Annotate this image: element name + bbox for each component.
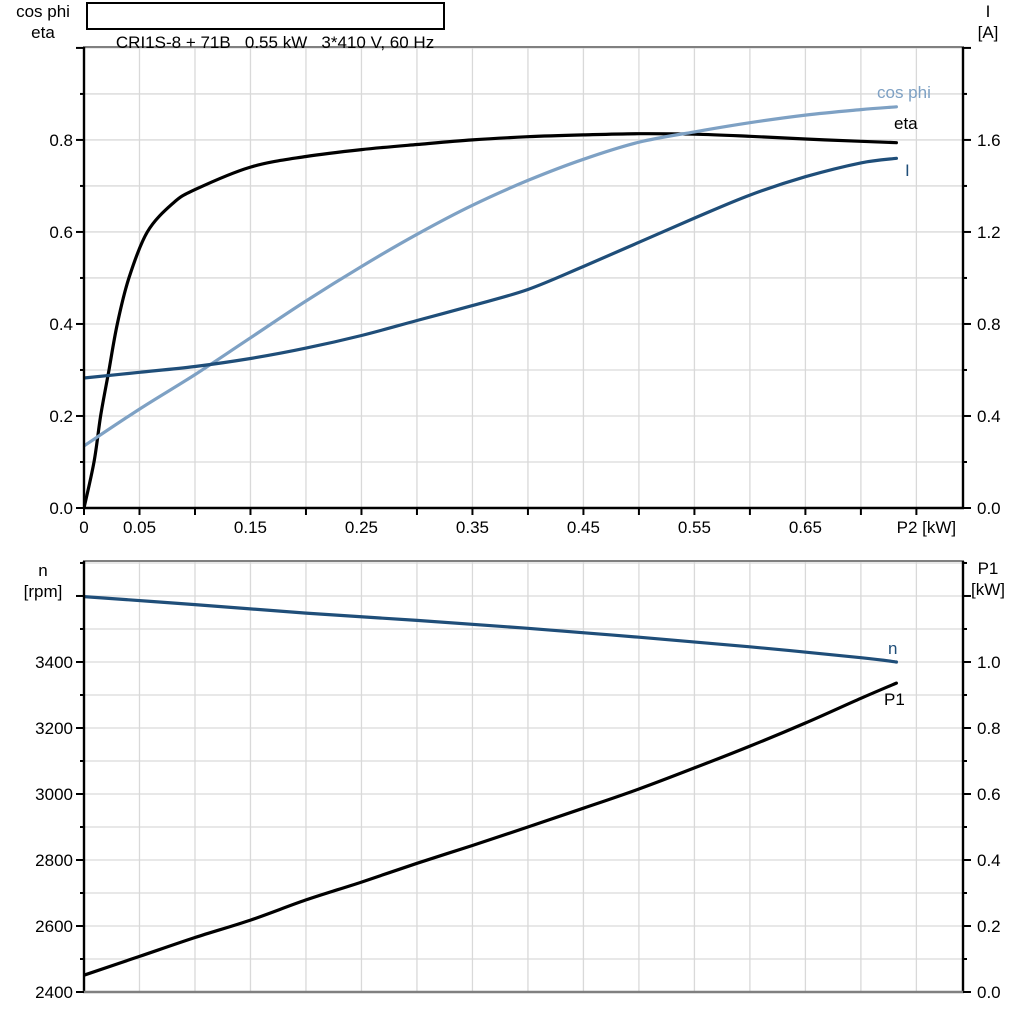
- curve-cos-phi: [83, 105, 898, 448]
- right-tick-label: 0.6: [977, 785, 1001, 804]
- right-tick-label: 0.0: [977, 499, 1001, 518]
- left-tick-label: 3200: [35, 719, 73, 738]
- ampere-unit-label: [A]: [977, 23, 999, 42]
- x-tick-label: 0.15: [234, 518, 267, 537]
- rpm-unit-label: [rpm]: [23, 582, 63, 601]
- left-tick-label: 0.6: [49, 223, 73, 242]
- x-tick-label: 0.65: [789, 518, 822, 537]
- current-curve-label: I: [905, 161, 910, 180]
- left-tick-label: 0.2: [49, 407, 73, 426]
- curves-group: [83, 595, 898, 977]
- current-axis-label: I: [985, 2, 991, 21]
- curve-n: [83, 595, 898, 664]
- x-tick-label: 0: [79, 518, 88, 537]
- curve-eta: [83, 132, 898, 510]
- left-tick-label: 0.8: [49, 131, 73, 150]
- left-tick-label: 2400: [35, 983, 73, 1002]
- x-tick-label: 0.35: [456, 518, 489, 537]
- left-tick-label: 0.4: [49, 315, 73, 334]
- right-tick-label: 0.4: [977, 407, 1001, 426]
- left-tick-label: 0.0: [49, 499, 73, 518]
- curve-P1: [83, 681, 898, 977]
- right-tick-label: 0.4: [977, 851, 1001, 870]
- right-tick-label: 0.8: [977, 315, 1001, 334]
- speed-curve-label: n: [888, 639, 898, 658]
- right-tick-label: 0.0: [977, 983, 1001, 1002]
- left-axis-title-top-chart: cos phi eta: [4, 1, 82, 43]
- left-tick-label: 3000: [35, 785, 73, 804]
- left-tick-label: 2600: [35, 917, 73, 936]
- p1-axis-label: P1: [977, 559, 999, 578]
- right-tick-label: 1.0: [977, 653, 1001, 672]
- left-axis-title-bottom-chart: n [rpm]: [4, 560, 82, 602]
- right-tick-label: 0.2: [977, 917, 1001, 936]
- curve-I: [83, 156, 898, 380]
- left-tick-label: 3400: [35, 653, 73, 672]
- x-tick-label: 0.55: [678, 518, 711, 537]
- p1-curve-label: P1: [884, 690, 905, 709]
- speed-axis-label: n: [38, 561, 48, 580]
- eta-axis-label: eta: [31, 23, 55, 42]
- cos-phi-axis-label: cos phi: [16, 2, 70, 21]
- right-axis-title-bottom-chart: P1 [kW]: [958, 558, 1018, 600]
- x-tick-label: 0.05: [123, 518, 156, 537]
- right-tick-label: 1.2: [977, 223, 1001, 242]
- x-tick-label: 0.25: [345, 518, 378, 537]
- chart-title-box: CRI1S-8 + 71B 0.55 kW 3*410 V, 60 Hz: [86, 2, 446, 52]
- right-axis-title-top-chart: I [A]: [960, 1, 1016, 43]
- right-tick-label: 0.8: [977, 719, 1001, 738]
- curves-group: [83, 105, 898, 510]
- kw-unit-label: [kW]: [971, 580, 1005, 599]
- x-axis-unit-label: P2 [kW]: [897, 518, 957, 537]
- cos-phi-curve-label: cos phi: [877, 83, 931, 102]
- left-tick-label: 2800: [35, 851, 73, 870]
- chart-title: CRI1S-8 + 71B 0.55 kW 3*410 V, 60 Hz: [115, 33, 435, 52]
- right-tick-label: 1.6: [977, 131, 1001, 150]
- x-tick-label: 0.45: [567, 518, 600, 537]
- eta-curve-label: eta: [894, 114, 918, 133]
